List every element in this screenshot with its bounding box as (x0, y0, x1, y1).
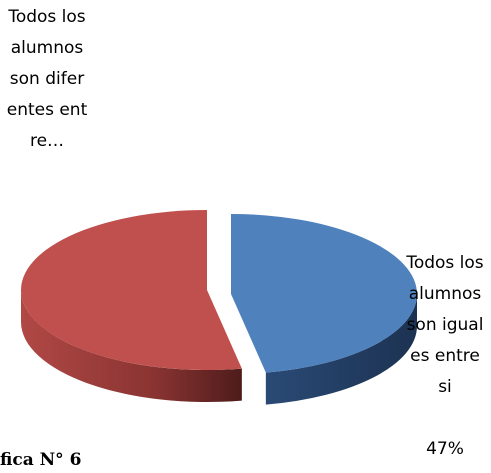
caption: fica N° 6 (0, 450, 82, 470)
category-label: Todos los alumnos son diferentes entre… (6, 7, 88, 151)
category-label: Todos los alumnos son iguales entre si (406, 253, 484, 397)
pie-slice (231, 214, 417, 373)
slice-side (21, 290, 242, 403)
pie-slice (21, 210, 242, 370)
slice-side (265, 294, 417, 405)
value-label: 47% (426, 439, 464, 459)
